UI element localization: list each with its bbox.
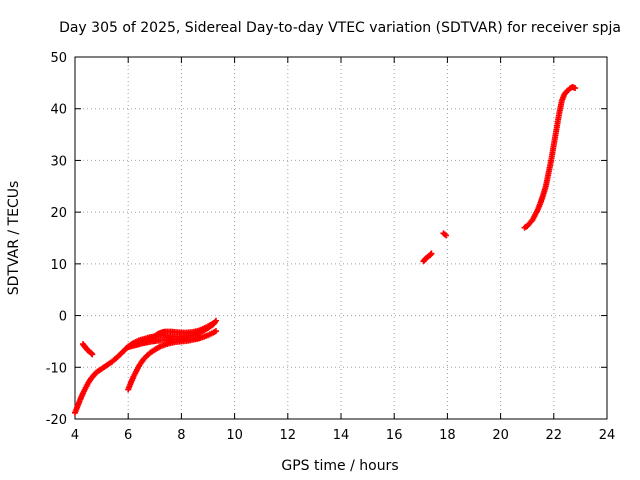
x-tick-labels: 4 6 8 10 12 14 16 18 20 22 24 [71, 428, 615, 443]
data-point [212, 328, 219, 335]
data-point [197, 334, 204, 341]
series-arc-e [125, 334, 204, 351]
y-tick-label: 20 [50, 206, 67, 221]
y-tick-label: 10 [50, 258, 67, 273]
x-tick-label: 6 [124, 428, 132, 443]
x-tick-label: 24 [599, 428, 616, 443]
data-point [572, 85, 579, 92]
y-tick-label: -20 [46, 413, 67, 428]
x-tick-label: 18 [439, 428, 456, 443]
y-tick-label: 0 [59, 310, 67, 325]
x-tick-label: 12 [280, 428, 297, 443]
y-tick-label: 30 [50, 154, 67, 169]
series-arc-f [420, 250, 435, 265]
x-axis-label: GPS time / hours [281, 458, 398, 474]
data-points [72, 83, 579, 416]
y-tick-label: 50 [50, 51, 67, 66]
series-arc-g [440, 230, 450, 239]
axis-ticks [74, 56, 608, 420]
x-tick-label: 8 [177, 428, 185, 443]
data-point [428, 250, 435, 257]
y-tick-label: -10 [46, 361, 67, 376]
series-arc-b [79, 341, 96, 358]
data-point [210, 320, 217, 327]
x-tick-label: 16 [386, 428, 403, 443]
x-tick-label: 14 [333, 428, 350, 443]
x-tick-label: 10 [226, 428, 243, 443]
y-tick-labels: -20 -10 0 10 20 30 40 50 [46, 51, 67, 428]
x-tick-label: 22 [546, 428, 563, 443]
grid-lines [75, 57, 607, 419]
y-tick-label: 40 [50, 103, 67, 118]
chart-title: Day 305 of 2025, Sidereal Day-to-day VTE… [59, 20, 621, 36]
data-point [89, 351, 96, 358]
series-arc-h [521, 83, 579, 231]
x-tick-label: 20 [492, 428, 509, 443]
y-axis-label: SDTVAR / TECUs [6, 181, 22, 296]
x-tick-label: 4 [71, 428, 79, 443]
data-point [443, 232, 450, 239]
